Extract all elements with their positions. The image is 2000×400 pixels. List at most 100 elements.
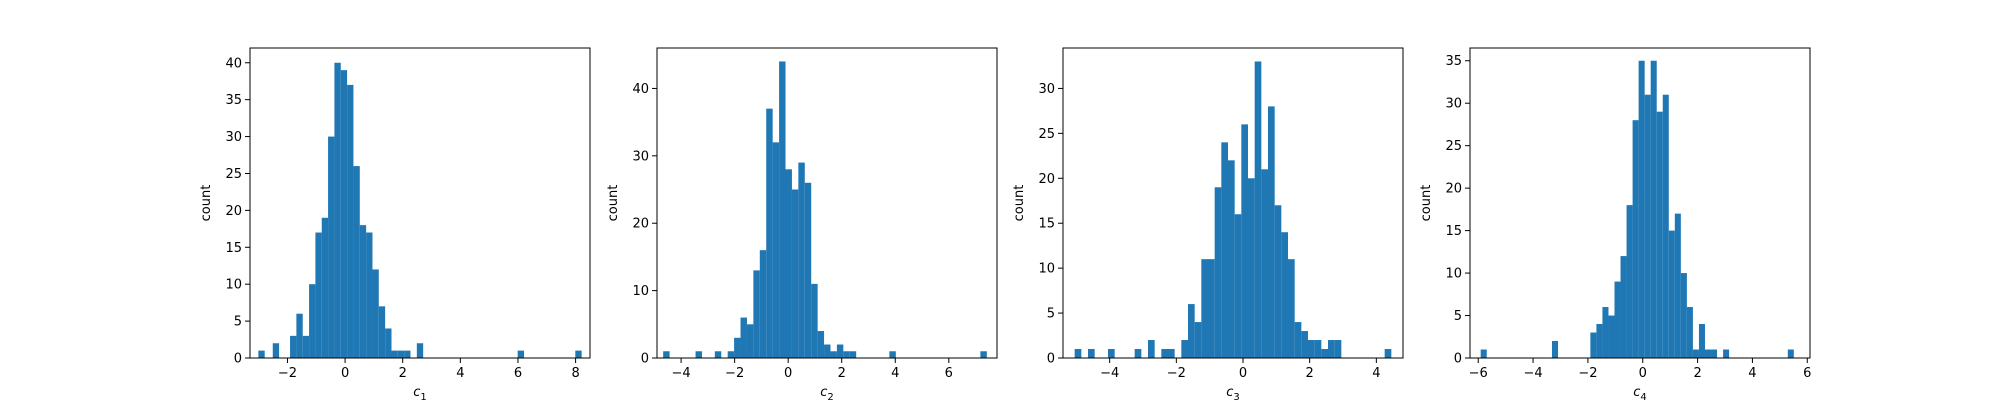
histogram-bar — [1614, 281, 1621, 358]
x-tick-label: 2 — [1306, 366, 1314, 381]
histogram-bar — [695, 351, 702, 358]
histogram-bar — [753, 270, 760, 358]
x-axis-label-base: c — [1633, 385, 1640, 400]
y-tick-label: 35 — [1445, 54, 1462, 69]
histogram-bar — [272, 343, 280, 358]
histogram-bar — [290, 335, 297, 358]
x-tick-label: 0 — [341, 366, 349, 381]
histogram-bar — [353, 166, 360, 358]
histogram-bar — [1787, 349, 1794, 358]
histogram-bar — [1656, 111, 1663, 358]
x-tick-label: 6 — [1803, 366, 1811, 381]
histogram-bar — [1134, 349, 1142, 358]
y-tick-label: 15 — [1038, 217, 1055, 232]
x-tick-label: −2 — [725, 366, 744, 381]
histogram-bar — [1662, 94, 1669, 359]
histogram-bar — [1674, 213, 1681, 358]
y-tick-label: 20 — [225, 204, 242, 219]
y-tick-label: 25 — [225, 167, 242, 182]
x-tick-label: −6 — [1469, 366, 1488, 381]
histogram-bar — [404, 350, 411, 358]
x-tick-label: −4 — [1100, 366, 1119, 381]
y-tick-label: 10 — [1445, 267, 1462, 282]
histogram-bar — [1632, 120, 1639, 358]
y-tick-label: 30 — [632, 149, 649, 164]
histogram-bar — [734, 337, 741, 358]
histogram-bar — [517, 350, 525, 358]
histogram-bar — [1228, 160, 1235, 358]
histogram-bar — [1268, 106, 1275, 358]
histogram-bar — [727, 351, 735, 358]
histogram-bar — [321, 217, 329, 358]
histogram-bar — [1334, 340, 1342, 358]
y-tick-label: 25 — [1038, 127, 1055, 142]
histogram-bar — [836, 344, 844, 358]
x-axis-label: c4 — [1633, 385, 1647, 400]
y-tick-label: 30 — [1445, 97, 1462, 112]
y-tick-label: 5 — [234, 315, 242, 330]
histogram-bar — [391, 350, 398, 358]
histogram-bar — [1281, 232, 1288, 358]
histogram-bar — [1680, 273, 1687, 358]
y-tick-label: 30 — [1038, 82, 1055, 97]
x-tick-label: 4 — [891, 366, 899, 381]
y-axis-label: count — [1419, 185, 1434, 222]
x-tick-label: 0 — [1639, 366, 1647, 381]
histogram-bar — [772, 142, 780, 358]
histogram-bar — [258, 350, 265, 358]
y-tick-label: 0 — [1047, 352, 1055, 367]
histogram-bar — [1321, 349, 1328, 358]
x-tick-label: 8 — [571, 366, 579, 381]
histogram-bar — [811, 283, 818, 358]
x-tick-label: 2 — [399, 366, 407, 381]
histogram-bar — [785, 169, 792, 358]
x-axis-label-base: c — [1226, 385, 1233, 400]
histogram-bar — [385, 328, 392, 358]
y-tick-label: 40 — [632, 82, 649, 97]
histogram-bar — [1261, 169, 1268, 358]
histogram-bar — [1214, 187, 1222, 358]
x-axis-label: c3 — [1226, 385, 1240, 400]
histogram-bar — [1384, 349, 1392, 358]
x-tick-label: 2 — [1693, 366, 1701, 381]
histogram-bar — [740, 317, 747, 358]
histogram-bar — [1301, 331, 1308, 358]
histogram-bar — [791, 189, 799, 358]
histogram-bar — [1590, 332, 1597, 358]
subplot-3: −4 −2 0 2 4 0 5 10 15 20 25 30 count c3 — [1012, 47, 1404, 400]
histogram-bar — [1711, 349, 1718, 358]
y-axis-label: count — [1012, 185, 1027, 222]
x-tick-label: −2 — [1167, 366, 1186, 381]
histogram-bar — [416, 343, 424, 358]
histogram-bar — [980, 351, 987, 358]
histogram-bar — [1723, 349, 1730, 358]
x-axis-label-subscript: 4 — [1640, 392, 1646, 400]
histogram-bar — [1650, 60, 1657, 359]
x-tick-label: 0 — [784, 366, 792, 381]
y-tick-label: 40 — [225, 56, 242, 71]
histogram-bar — [1194, 322, 1202, 358]
x-axis-label-subscript: 2 — [827, 392, 833, 400]
histogram-bar — [1596, 324, 1603, 358]
subplot-2: −4 −2 0 2 4 6 0 10 20 30 40 count c2 — [606, 47, 998, 400]
x-axis-label-subscript: 3 — [1233, 392, 1239, 400]
axes-frame — [249, 47, 591, 359]
x-tick-label: −4 — [1523, 366, 1542, 381]
y-tick-label: 10 — [632, 284, 649, 299]
histogram-bar — [824, 344, 831, 358]
x-axis-label-base: c — [413, 385, 420, 400]
histogram-bar — [378, 306, 386, 358]
histogram-bar — [397, 350, 405, 358]
histogram-bar — [1234, 214, 1242, 358]
y-tick-label: 10 — [225, 278, 242, 293]
histogram-bar — [1638, 60, 1645, 359]
x-tick-label: 0 — [1239, 366, 1247, 381]
histogram-bar — [804, 182, 812, 358]
histogram-bar — [315, 232, 322, 358]
histogram-bar — [663, 351, 670, 358]
histogram-bar — [759, 250, 767, 358]
x-axis-label-subscript: 1 — [420, 392, 426, 400]
histogram-bar — [766, 108, 773, 359]
histogram-bar — [1088, 349, 1095, 358]
histogram-bar — [328, 136, 335, 358]
